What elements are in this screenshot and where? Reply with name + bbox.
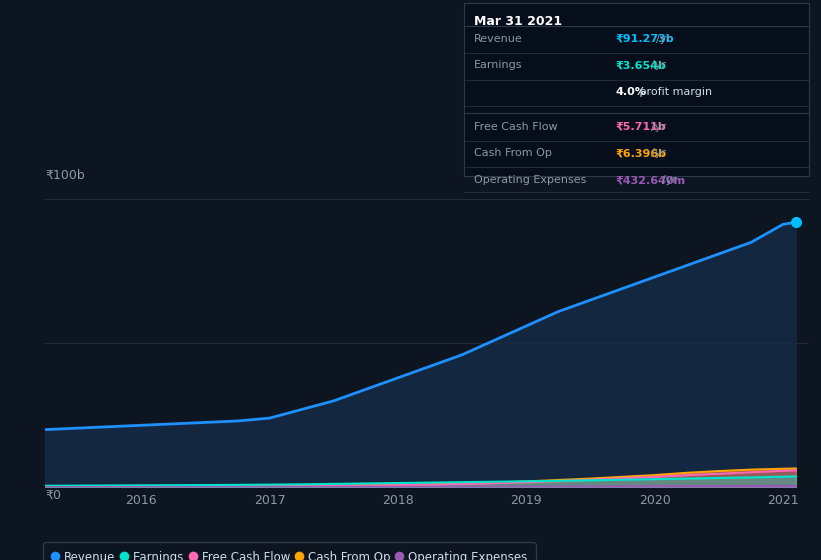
Text: Operating Expenses: Operating Expenses (474, 175, 586, 185)
Text: /yr: /yr (651, 122, 667, 132)
Text: /yr: /yr (651, 60, 667, 71)
Text: Cash From Op: Cash From Op (474, 148, 552, 158)
Text: Earnings: Earnings (474, 60, 522, 71)
Text: /yr: /yr (651, 148, 667, 158)
Legend: Revenue, Earnings, Free Cash Flow, Cash From Op, Operating Expenses: Revenue, Earnings, Free Cash Flow, Cash … (44, 543, 535, 560)
Text: Revenue: Revenue (474, 34, 522, 44)
Text: ₹0: ₹0 (45, 489, 61, 502)
Text: Mar 31 2021: Mar 31 2021 (474, 15, 562, 28)
Text: /yr: /yr (657, 34, 672, 44)
Text: profit margin: profit margin (636, 87, 713, 97)
Text: ₹432.640m: ₹432.640m (616, 175, 686, 185)
Text: ₹5.711b: ₹5.711b (616, 122, 667, 132)
Text: Free Cash Flow: Free Cash Flow (474, 122, 557, 132)
Text: 4.0%: 4.0% (616, 87, 647, 97)
Text: /yr: /yr (662, 175, 677, 185)
Text: ₹100b: ₹100b (45, 169, 85, 182)
Text: ₹91.273b: ₹91.273b (616, 34, 674, 44)
Text: ₹6.396b: ₹6.396b (616, 148, 667, 158)
Text: ₹3.654b: ₹3.654b (616, 60, 667, 71)
